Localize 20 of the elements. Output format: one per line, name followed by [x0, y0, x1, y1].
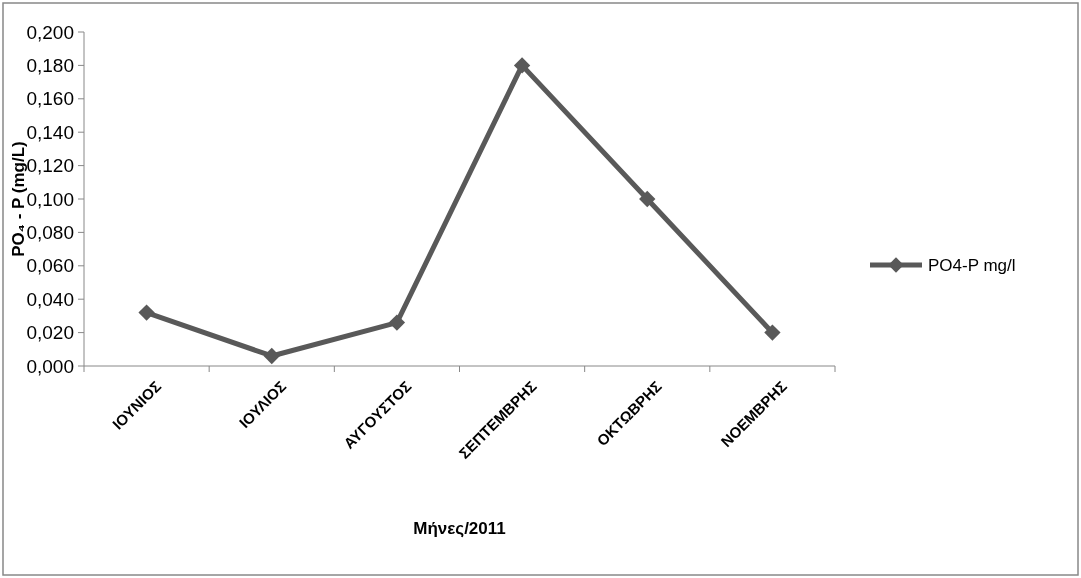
y-tick-label: 0,200 — [26, 21, 74, 43]
y-axis-title: PO₄ - P (mg/L) — [9, 141, 28, 257]
y-tick-label: 0,120 — [26, 155, 74, 177]
y-tick-label: 0,040 — [26, 288, 74, 310]
point — [263, 347, 280, 365]
y-tick-label: 0,140 — [26, 121, 74, 143]
point — [138, 304, 155, 321]
point — [764, 324, 781, 341]
y-tick-label: 0,020 — [26, 322, 74, 344]
y-tick-label: 0,180 — [26, 55, 74, 77]
x-axis-title: Μήνες/2011 — [413, 519, 506, 538]
point — [513, 57, 531, 74]
y-tick-label: 0,000 — [26, 355, 74, 377]
point — [639, 190, 656, 208]
y-tick-label: 0,160 — [26, 88, 74, 110]
legend-label: PO4-P mg/l — [928, 255, 1016, 275]
y-tick-label: 0,100 — [26, 188, 74, 210]
y-tick-label: 0,060 — [26, 255, 74, 277]
point — [388, 314, 406, 331]
y-tick-label: 0,080 — [26, 222, 74, 244]
